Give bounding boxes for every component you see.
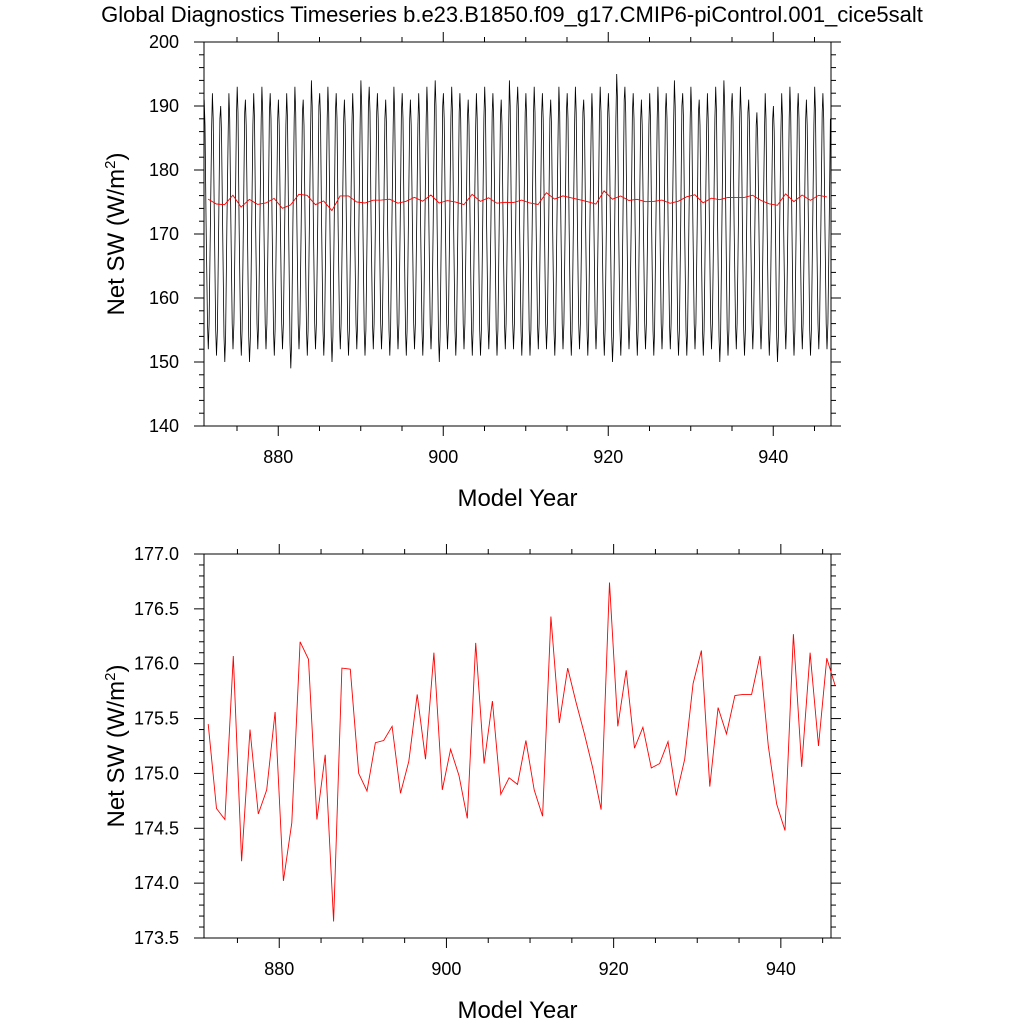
chart-title: Global Diagnostics Timeseries b.e23.B185…	[101, 2, 923, 27]
x-tick-label: 880	[264, 959, 294, 979]
y-tick-label: 160	[149, 288, 179, 308]
x-tick-label: 940	[766, 959, 796, 979]
y-axis-title: Net SW (W/m2)	[102, 665, 130, 828]
y-tick-label: 173.5	[134, 928, 179, 948]
top-panel-timeseries: 880 900 920 940 140 150 160 170 180 190 200 Model Y…	[102, 32, 841, 512]
y-tick-label: 200	[149, 32, 179, 52]
y-tick-label: 170	[149, 224, 179, 244]
annual-mean-series-line	[207, 582, 836, 922]
y-tick-label: 180	[149, 160, 179, 180]
annual-mean-series-line	[207, 190, 827, 212]
y-tick-label: 150	[149, 352, 179, 372]
y-tick-label: 174.0	[134, 873, 179, 893]
x-tick-label: 920	[593, 447, 623, 467]
x-tick-label: 940	[758, 447, 788, 467]
y-tick-label: 174.5	[134, 818, 179, 838]
x-tick-label: 920	[599, 959, 629, 979]
x-axis-title: Model Year	[457, 485, 577, 512]
x-axis-title: Model Year	[457, 997, 577, 1024]
y-tick-label: 176.0	[134, 654, 179, 674]
y-axis-title: Net SW (W/m2)	[102, 153, 130, 316]
bottom-panel-annual-mean: 880 900 920 940 173.5 174.0 174.5 175.0 175.5 176…	[102, 544, 841, 1024]
y-tick-label: 177.0	[134, 544, 179, 564]
y-tick-label: 175.0	[134, 763, 179, 783]
x-tick-label: 900	[431, 959, 461, 979]
x-tick-label: 880	[263, 447, 293, 467]
y-tick-label: 176.5	[134, 599, 179, 619]
y-tick-label: 175.5	[134, 709, 179, 729]
y-tick-label: 140	[149, 416, 179, 436]
monthly-series-line	[203, 73, 831, 369]
plot-frame	[203, 553, 832, 939]
y-tick-label: 190	[149, 96, 179, 116]
x-tick-label: 900	[428, 447, 458, 467]
